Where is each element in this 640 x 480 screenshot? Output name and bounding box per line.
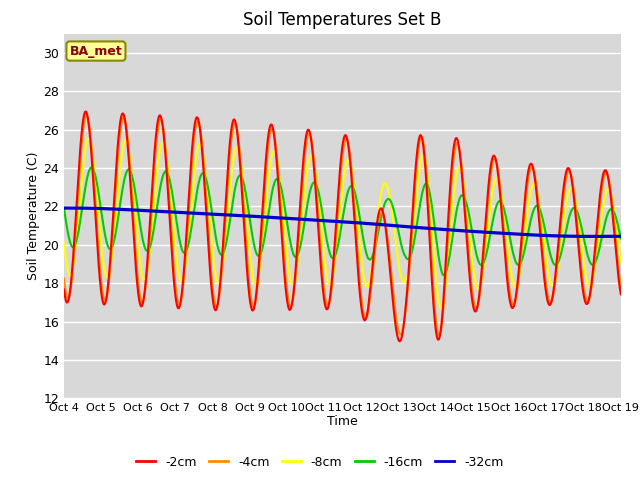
-4cm [429,281,437,287]
-4cm [435,333,443,338]
-16cm [171,206,179,212]
-4cm [184,216,192,222]
-16cm [60,205,68,211]
-32cm [246,213,254,219]
-8cm [437,306,445,312]
-2cm [429,302,437,308]
-2cm [171,286,179,292]
Line: -16cm: -16cm [64,168,621,275]
Line: -4cm: -4cm [64,115,621,336]
-8cm [246,257,254,263]
-2cm [60,287,68,292]
-16cm [184,242,192,248]
Line: -32cm: -32cm [64,208,621,237]
-32cm [429,226,436,231]
-16cm [88,165,95,170]
-2cm [502,267,510,273]
-32cm [170,209,178,215]
-2cm [552,272,559,277]
-8cm [171,238,179,244]
-2cm [246,301,254,307]
Line: -8cm: -8cm [64,139,621,309]
-4cm [617,284,625,289]
-32cm [617,233,625,239]
-8cm [617,259,625,265]
-8cm [85,136,93,142]
-2cm [617,291,625,297]
-8cm [184,238,192,244]
Y-axis label: Soil Temperature (C): Soil Temperature (C) [28,152,40,280]
Line: -2cm: -2cm [64,111,621,341]
-16cm [246,221,254,227]
-2cm [184,202,192,208]
-4cm [171,274,179,280]
Text: BA_met: BA_met [70,45,122,58]
-4cm [60,276,68,281]
Title: Soil Temperatures Set B: Soil Temperatures Set B [243,11,442,29]
-32cm [60,205,68,211]
-2cm [396,338,404,344]
Legend: -2cm, -4cm, -8cm, -16cm, -32cm: -2cm, -4cm, -8cm, -16cm, -32cm [131,451,509,474]
-32cm [551,233,559,239]
-4cm [246,292,254,298]
-8cm [60,240,68,245]
-16cm [440,272,448,278]
-2cm [82,108,90,114]
-4cm [83,112,90,118]
-32cm [502,230,509,236]
-32cm [589,234,596,240]
-4cm [552,278,559,284]
-4cm [502,256,510,262]
X-axis label: Time: Time [327,415,358,428]
-16cm [429,212,437,218]
-16cm [617,236,625,241]
-8cm [552,277,559,283]
-16cm [502,216,510,221]
-16cm [552,262,559,268]
-8cm [502,231,510,237]
-32cm [184,210,191,216]
-8cm [429,242,437,248]
